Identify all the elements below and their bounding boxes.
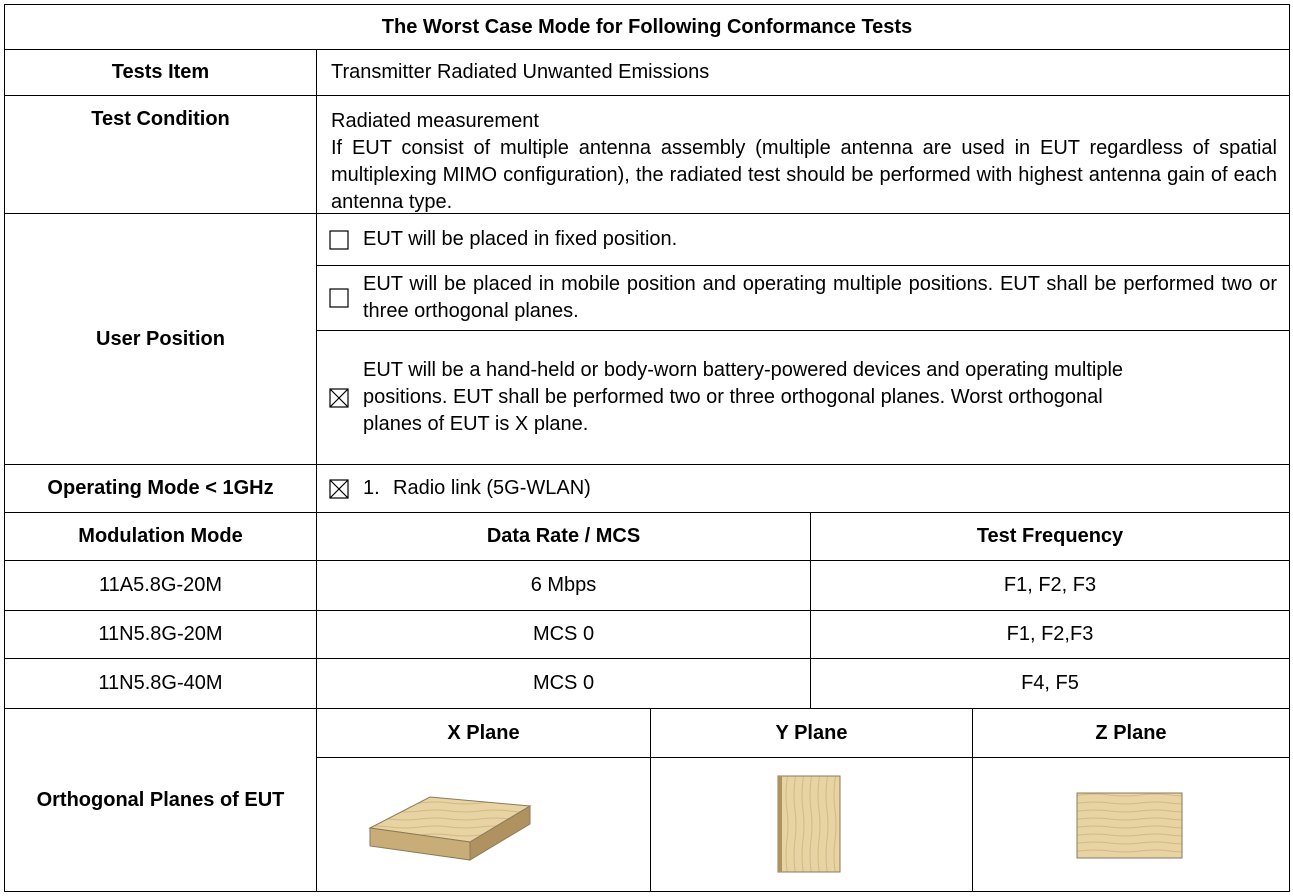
title: The Worst Case Mode for Following Confor… [4,4,1290,50]
checkbox-cross [329,479,349,498]
row-value: Transmitter Radiated Unwanted Emissions [316,49,1290,96]
table-cell: MCS 0 [316,610,811,659]
table-cell: 11N5.8G-40M [4,658,317,709]
plane-header: X Plane [316,708,651,758]
row-value: Radiated measurement If EUT consist of m… [316,95,1290,214]
table-header: Data Rate / MCS [316,512,811,561]
option-text: Radio link (5G-WLAN) [393,477,591,499]
table-cell: 11A5.8G-20M [4,560,317,611]
table-header: Test Frequency [810,512,1290,561]
option: 1. Radio link (5G-WLAN) [316,464,1290,513]
plane-image-cell [972,757,1290,892]
row-label: Tests Item [4,49,317,96]
option-text: EUT will be placed in mobile position an… [363,273,1277,322]
table-header: Modulation Mode [4,512,317,561]
plane-image-cell [650,757,973,892]
option: EUT will be a hand-held or body-worn bat… [316,330,1290,465]
text-line: Radiated measurement [331,110,539,132]
checkbox [329,288,349,308]
checkbox [329,387,349,408]
option-text: EUT will be placed in fixed position. [363,228,678,250]
plane-header: Z Plane [972,708,1290,758]
checkbox-frame [329,387,349,408]
table-cell: F1, F2, F3 [810,560,1290,611]
table-cell: 11N5.8G-20M [4,610,317,659]
option: EUT will be placed in mobile position an… [316,265,1290,331]
plane-image-cell [316,757,651,892]
table-cell: F1, F2,F3 [810,610,1290,659]
option-number: 1. [363,477,380,499]
row-label: Operating Mode < 1GHz [4,464,317,513]
checkbox-frame [329,478,349,499]
checkbox [329,478,349,499]
checkbox-frame [329,288,349,308]
option-text: EUT will be a hand-held or body-worn bat… [363,359,1124,435]
table-cell: 6 Mbps [316,560,811,611]
row-label: Test Condition [4,95,317,214]
checkbox-cross [329,388,349,407]
plane-header: Y Plane [650,708,973,758]
checkbox-frame [329,229,349,250]
table-cell: MCS 0 [316,658,811,709]
row-label: Orthogonal Planes of EUT [4,708,317,892]
text-line: If EUT consist of multiple antenna assem… [331,137,1277,213]
option: EUT will be placed in fixed position. [316,213,1290,266]
checkbox [329,229,349,250]
row-label: User Position [4,213,317,465]
table-cell: F4, F5 [810,658,1290,709]
